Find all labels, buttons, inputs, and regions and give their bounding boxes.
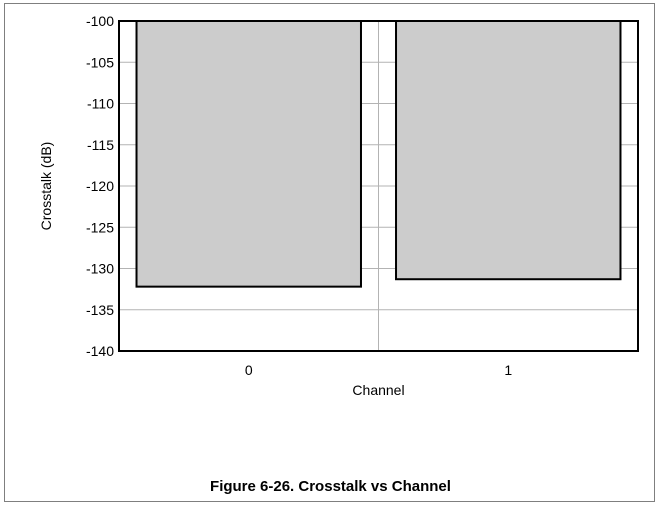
y-tick-labels: -100 -105 -110 -115 -120 -125 -130 -135 -140	[86, 13, 114, 359]
y-tick-label: -100	[86, 13, 114, 29]
bars	[135, 20, 622, 288]
y-tick-label: -135	[86, 302, 114, 318]
x-tick-label: 0	[245, 362, 253, 378]
y-axis-title: Crosstalk (dB)	[38, 142, 54, 231]
figure-caption: Figure 6-26. Crosstalk vs Channel	[210, 478, 451, 495]
x-tick-label: 1	[504, 362, 512, 378]
y-tick-label: -120	[86, 178, 114, 194]
x-axis-title: Channel	[352, 382, 404, 398]
y-tick-label: -140	[86, 343, 114, 359]
y-tick-label: -125	[86, 219, 114, 235]
y-tick-label: -110	[87, 96, 114, 112]
y-tick-label: -105	[86, 54, 114, 70]
plot-area-frame	[118, 20, 639, 352]
y-tick-label: -130	[86, 261, 114, 277]
bar-channel-0	[135, 20, 362, 288]
y-tick-label: -115	[87, 137, 114, 153]
bar-channel-1	[395, 20, 622, 281]
figure-frame	[4, 3, 655, 502]
